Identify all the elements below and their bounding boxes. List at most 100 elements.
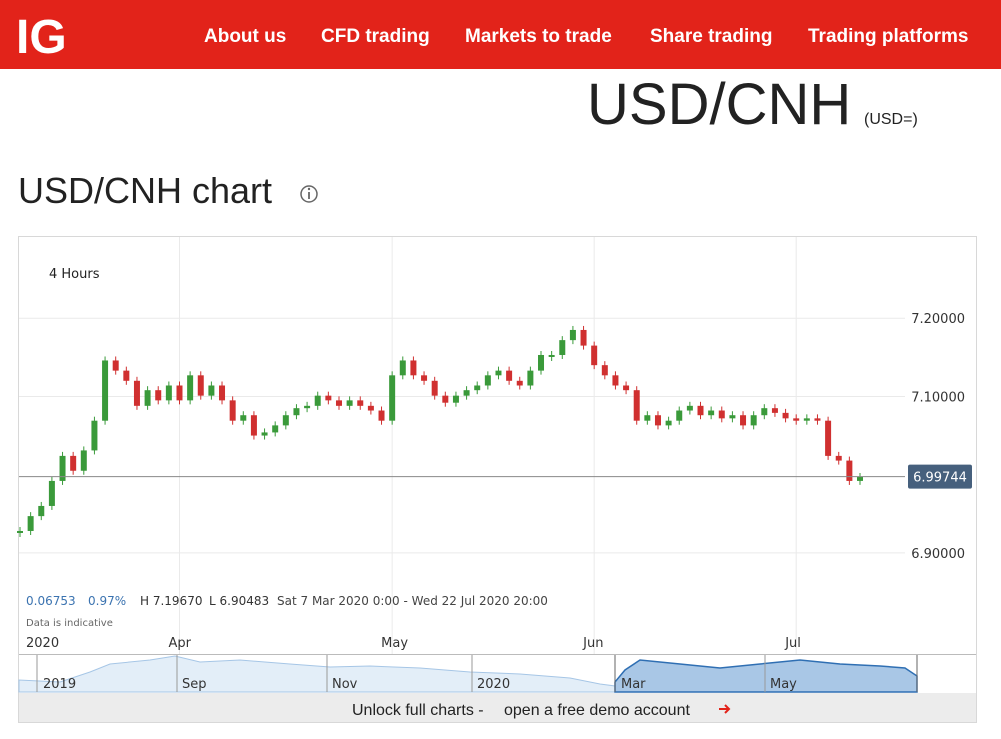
chart-frame <box>18 236 977 723</box>
candle <box>495 370 502 376</box>
candle <box>538 354 545 371</box>
candle <box>463 390 470 396</box>
nav-bar <box>0 0 1001 69</box>
candle <box>176 385 183 401</box>
navigator-label: 2020 <box>477 677 510 692</box>
candle <box>782 412 789 419</box>
candle <box>442 395 449 403</box>
candle <box>17 530 23 533</box>
candle <box>633 390 640 421</box>
candle <box>431 380 438 396</box>
candle <box>835 455 842 461</box>
data-note: Data is indicative <box>26 618 113 629</box>
candle <box>102 360 109 421</box>
candle <box>644 415 651 421</box>
candle <box>410 360 417 376</box>
x-tick-label: May <box>381 636 408 651</box>
candle <box>740 415 747 426</box>
candle <box>506 370 513 381</box>
chart-heading: USD/CNH chart <box>18 170 272 211</box>
candle <box>70 455 77 471</box>
candle <box>803 418 810 421</box>
nav-link[interactable]: Trading platforms <box>808 26 968 47</box>
nav-link[interactable]: Share trading <box>650 26 772 47</box>
plot-area: 4 Hours 2020 Apr May Jun Jul 6.90000 7.10000 7.2… <box>17 237 972 654</box>
candle <box>825 420 832 456</box>
navigator-label: 2019 <box>43 677 76 692</box>
candle <box>814 418 821 421</box>
instrument-code: (USD=) <box>864 111 918 128</box>
interval-label: 4 Hours <box>49 267 100 282</box>
candle <box>219 385 226 401</box>
stat-low: L 6.90483 <box>209 594 269 608</box>
x-tick-label: 2020 <box>26 636 59 651</box>
nav-link[interactable]: About us <box>204 26 286 47</box>
arrow-icon[interactable] <box>719 704 731 714</box>
candle <box>91 420 98 451</box>
footer-text: Unlock full charts - <box>352 702 484 719</box>
stat-change: 0.06753 <box>26 594 76 608</box>
candle <box>559 340 566 355</box>
candle <box>612 375 619 386</box>
candle <box>516 380 523 386</box>
navigator-label: Sep <box>182 677 207 692</box>
candle <box>240 415 247 421</box>
candle <box>314 395 321 406</box>
candle <box>282 415 289 426</box>
candle <box>229 400 236 421</box>
info-icon[interactable] <box>300 185 318 203</box>
candle <box>59 455 66 481</box>
candle <box>718 410 725 419</box>
nav-link[interactable]: Markets to trade <box>465 26 612 47</box>
candle <box>750 415 757 426</box>
x-tick-label: Apr <box>168 636 191 651</box>
candle <box>48 480 55 506</box>
stat-high: H 7.19670 <box>140 594 202 608</box>
y-tick-label: 7.20000 <box>911 312 965 327</box>
candle <box>208 385 215 396</box>
last-price-badge <box>908 464 972 489</box>
candle <box>155 390 162 401</box>
candle <box>676 410 683 421</box>
candle <box>452 395 459 403</box>
demo-link[interactable]: open a free demo account <box>504 702 690 719</box>
navigator-label: Mar <box>621 677 646 692</box>
candle <box>474 385 481 391</box>
candle <box>761 408 768 416</box>
logo[interactable]: IG <box>16 11 67 64</box>
stat-range: Sat 7 Mar 2020 0:00 - Wed 22 Jul 2020 20… <box>277 594 548 608</box>
candle <box>304 405 311 409</box>
instrument-name: USD/CNH <box>587 72 851 137</box>
candle <box>367 405 374 411</box>
candle <box>857 477 863 481</box>
candle <box>846 460 853 481</box>
candle <box>123 370 130 381</box>
candle <box>144 390 151 406</box>
candle <box>293 408 300 416</box>
candle <box>654 415 661 426</box>
candle <box>346 400 353 406</box>
candle <box>38 505 45 517</box>
candle <box>665 420 672 426</box>
x-tick-label: Jul <box>784 636 801 651</box>
candle <box>580 329 587 346</box>
candle <box>357 400 364 406</box>
nav-link[interactable]: CFD trading <box>321 26 430 47</box>
navigator: 2019 Sep Nov 2020 Mar May <box>18 655 918 693</box>
candle <box>197 375 204 396</box>
candle <box>484 375 491 386</box>
stat-change-pct: 0.97% <box>88 594 126 608</box>
candle <box>335 400 342 406</box>
y-tick-label: 6.90000 <box>911 547 965 562</box>
candle <box>601 365 608 376</box>
navigator-label: Nov <box>332 677 358 692</box>
candle <box>250 415 257 436</box>
y-tick-label: 7.10000 <box>911 390 965 405</box>
candle <box>133 380 140 406</box>
candle <box>527 370 534 386</box>
candle <box>793 418 800 421</box>
candle <box>771 408 778 413</box>
candle <box>421 375 428 381</box>
